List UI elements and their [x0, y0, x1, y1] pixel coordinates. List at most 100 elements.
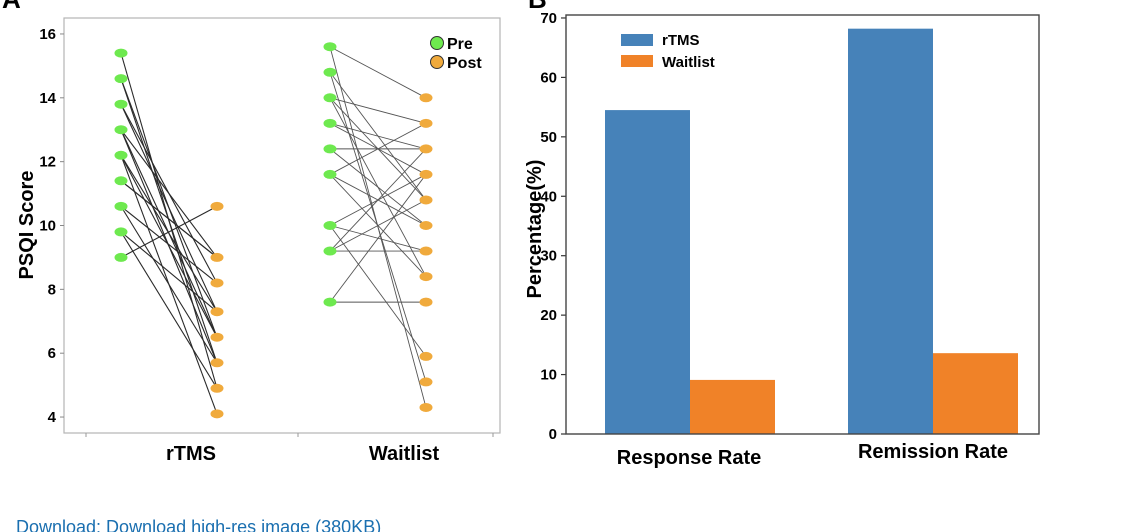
panel-a-points	[114, 42, 433, 419]
pair-line-waitlist	[329, 46, 427, 99]
post-point-waitlist	[419, 377, 433, 387]
panel-a-pair-lines	[120, 46, 427, 415]
pair-line-waitlist	[329, 174, 427, 303]
pair-line-rtms	[120, 155, 218, 338]
pre-point-rtms	[114, 227, 128, 237]
legend-pre-label: Pre	[447, 36, 473, 53]
bar-rtms-remission-rate	[848, 28, 933, 435]
pre-point-waitlist	[323, 118, 337, 128]
post-point-waitlist	[419, 221, 433, 230]
post-point-rtms	[210, 358, 224, 368]
bar-rtms-response-rate	[605, 110, 690, 435]
pair-line-rtms	[120, 231, 218, 313]
panel-a-y-tick-label: 10	[39, 218, 56, 235]
bar-waitlist-remission-rate	[933, 353, 1018, 434]
panel-a-y-tick-label: 12	[39, 154, 56, 171]
panel-b-chart: 0 10 20 30 40 50 60 70 Percentage(%) Response R…	[524, 10, 1040, 469]
pre-point-rtms	[114, 201, 128, 211]
panel-a-frame	[63, 17, 501, 434]
bar-waitlist-response-rate	[690, 379, 775, 434]
legend-waitlist-label: Waitlist	[662, 54, 715, 71]
legend-rtms-label: rTMS	[662, 32, 700, 49]
panel-b-y-tick-label: 50	[540, 129, 557, 146]
panel-a-category-waitlist: Waitlist	[369, 443, 440, 465]
panel-b-y-tick-label: 30	[540, 248, 557, 265]
pair-line-rtms	[120, 78, 218, 363]
panel-b-y-tick-label: 10	[540, 367, 557, 384]
panel-b-category-remission-rate: Remission Rate	[858, 441, 1008, 463]
pair-line-rtms	[120, 205, 218, 284]
panel-a-y-tick-label: 6	[48, 345, 56, 362]
post-point-rtms	[210, 332, 224, 342]
panel-b-legend: rTMS Waitlist	[621, 32, 715, 71]
pre-point-waitlist	[323, 221, 337, 230]
pair-line-rtms	[120, 154, 218, 312]
panel-b-y-tick-label: 20	[540, 307, 557, 324]
panel-a-legend: Pre Post	[430, 36, 482, 72]
pair-line-waitlist	[329, 122, 427, 150]
panel-a-letter: A	[2, 0, 21, 14]
post-point-rtms	[210, 278, 224, 288]
pair-line-rtms	[120, 129, 218, 258]
pre-point-waitlist	[323, 93, 337, 103]
pair-line-waitlist	[329, 174, 427, 226]
pre-point-rtms	[114, 125, 128, 135]
post-point-waitlist	[419, 195, 433, 205]
panel-a-y-tick-label: 16	[39, 26, 56, 43]
panel-b-category-response-rate: Response Rate	[617, 447, 762, 469]
panel-a-y-axis-title: PSQI Score	[16, 171, 38, 280]
pre-point-rtms	[114, 99, 128, 109]
post-point-waitlist	[419, 246, 433, 256]
panel-a-chart: 4 6 8 10 12 14 16 PSQI Score rTMS Waitlist Pre…	[16, 17, 501, 465]
pre-point-waitlist	[323, 297, 337, 307]
pair-line-rtms	[120, 206, 218, 364]
legend-pre-marker	[430, 36, 444, 50]
post-point-waitlist	[419, 402, 433, 412]
panel-b-y-axis: 0 10 20 30 40 50 60 70	[540, 10, 566, 443]
post-point-waitlist	[419, 351, 433, 361]
legend-waitlist-swatch	[621, 55, 653, 67]
post-point-waitlist	[419, 144, 433, 154]
pre-point-rtms	[114, 150, 128, 160]
pair-line-waitlist	[329, 148, 427, 226]
pre-point-rtms	[114, 252, 128, 262]
post-point-rtms	[210, 409, 224, 419]
legend-rtms-swatch	[621, 34, 653, 46]
pre-point-rtms	[114, 48, 128, 58]
panel-a-y-axis: 4 6 8 10 12 14 16	[39, 26, 494, 437]
pre-point-waitlist	[323, 169, 337, 179]
pair-line-waitlist	[329, 225, 427, 357]
post-point-waitlist	[419, 169, 433, 179]
panel-b-y-tick-label: 70	[540, 10, 557, 27]
pre-point-rtms	[114, 176, 128, 186]
panel-b-y-tick-label: 40	[540, 188, 557, 205]
pair-line-rtms	[120, 103, 218, 312]
pre-point-waitlist	[323, 144, 337, 154]
post-point-rtms	[210, 307, 224, 317]
post-point-rtms	[210, 201, 224, 211]
pre-point-waitlist	[323, 67, 337, 77]
panel-b-frame	[565, 14, 1040, 435]
pre-point-rtms	[114, 74, 128, 84]
pair-line-waitlist	[329, 174, 427, 277]
legend-post-label: Post	[447, 55, 482, 72]
panel-a-y-tick-label: 4	[48, 409, 57, 426]
pair-line-rtms	[120, 205, 218, 258]
pre-point-waitlist	[323, 246, 337, 256]
panel-b-bars	[605, 28, 1018, 435]
pair-line-waitlist	[329, 97, 427, 124]
post-point-rtms	[210, 383, 224, 393]
pair-line-waitlist	[329, 46, 427, 408]
post-point-waitlist	[419, 93, 433, 103]
legend-post-marker	[430, 55, 444, 69]
panel-a-y-tick-label: 8	[48, 281, 56, 298]
post-point-waitlist	[419, 297, 433, 307]
download-link[interactable]: Download: Download high-res image (380KB…	[16, 518, 382, 532]
panel-b-y-axis-title: Percentage(%)	[524, 160, 546, 299]
post-point-rtms	[210, 252, 224, 262]
panel-b-y-tick-label: 60	[540, 69, 557, 86]
pair-line-rtms	[120, 231, 218, 389]
panel-a-y-tick-label: 14	[39, 90, 56, 107]
panel-b-letter: B	[528, 0, 547, 14]
